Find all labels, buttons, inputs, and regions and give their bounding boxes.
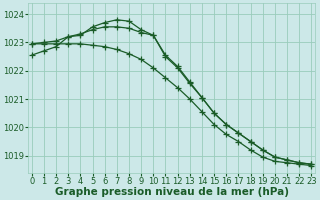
X-axis label: Graphe pression niveau de la mer (hPa): Graphe pression niveau de la mer (hPa) — [55, 187, 289, 197]
